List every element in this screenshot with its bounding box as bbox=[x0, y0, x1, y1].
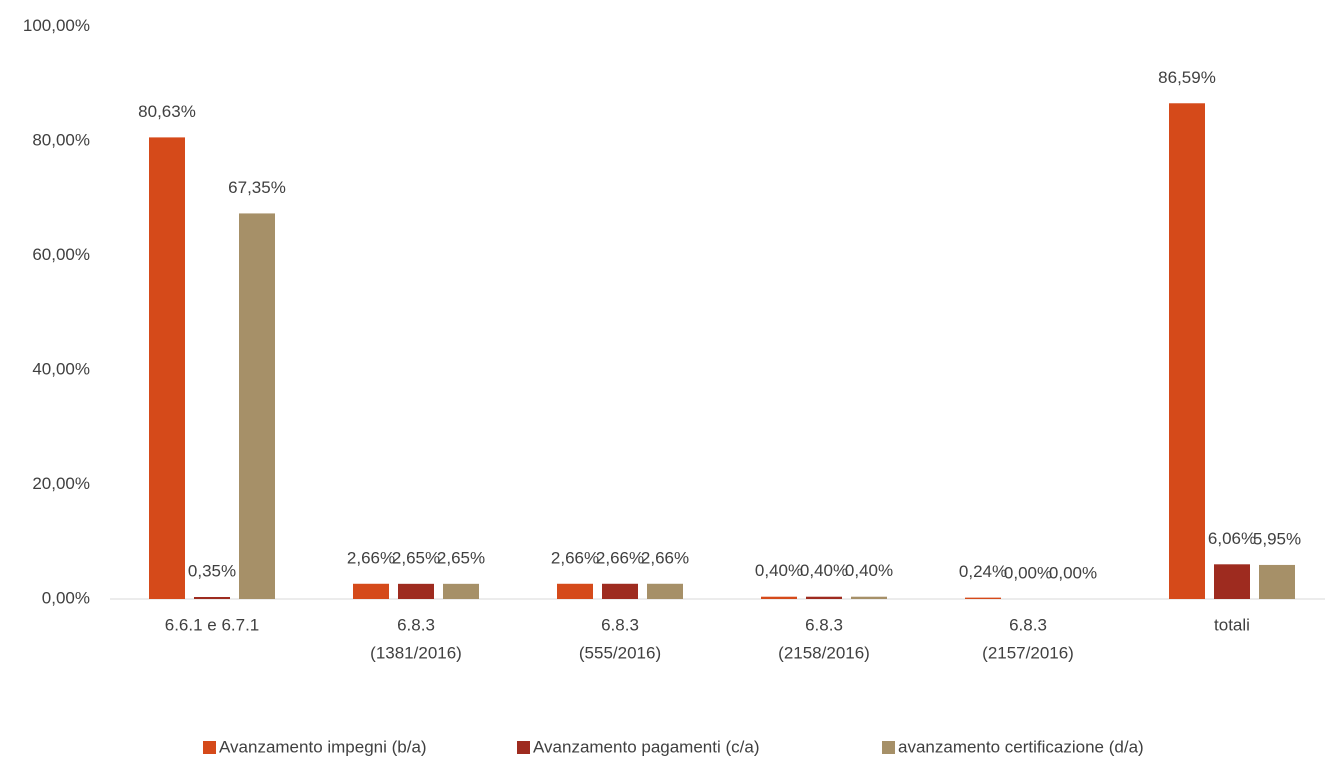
bar bbox=[965, 597, 1001, 599]
bar bbox=[557, 583, 593, 599]
value-label: 0,00% bbox=[1049, 563, 1097, 582]
bar bbox=[647, 583, 683, 599]
legend-label: Avanzamento impegni (b/a) bbox=[219, 737, 427, 756]
x-tick-label: 6.8.3 bbox=[1009, 615, 1047, 634]
legend-swatch bbox=[203, 741, 216, 754]
value-label: 2,65% bbox=[392, 548, 440, 567]
y-tick-label: 20,00% bbox=[32, 474, 90, 493]
legend-swatch bbox=[517, 741, 530, 754]
x-tick-label: 6.8.3 bbox=[805, 615, 843, 634]
bar bbox=[353, 583, 389, 599]
x-tick-label: 6.6.1 e 6.7.1 bbox=[165, 615, 260, 634]
value-label: 2,66% bbox=[347, 548, 395, 567]
value-label: 2,66% bbox=[596, 548, 644, 567]
bar bbox=[1259, 564, 1295, 599]
y-tick-label: 60,00% bbox=[32, 245, 90, 264]
value-label: 0,40% bbox=[755, 561, 803, 580]
x-tick-label: (2157/2016) bbox=[982, 643, 1074, 662]
value-label: 67,35% bbox=[228, 178, 286, 197]
bar bbox=[398, 583, 434, 599]
bar bbox=[851, 596, 887, 599]
x-tick-label: totali bbox=[1214, 615, 1250, 634]
value-label: 2,66% bbox=[551, 548, 599, 567]
x-tick-label: (2158/2016) bbox=[778, 643, 870, 662]
bar bbox=[149, 137, 185, 599]
y-tick-label: 80,00% bbox=[32, 130, 90, 149]
x-tick-label: (555/2016) bbox=[579, 643, 661, 662]
bar bbox=[194, 596, 230, 599]
bar bbox=[806, 596, 842, 599]
value-label: 86,59% bbox=[1158, 68, 1216, 87]
x-tick-label: (1381/2016) bbox=[370, 643, 462, 662]
bar bbox=[443, 583, 479, 599]
bar bbox=[761, 596, 797, 599]
x-tick-label: 6.8.3 bbox=[397, 615, 435, 634]
bar bbox=[1214, 564, 1250, 599]
value-label: 0,24% bbox=[959, 562, 1007, 581]
value-label: 6,06% bbox=[1208, 529, 1256, 548]
legend-label: Avanzamento pagamenti (c/a) bbox=[533, 737, 759, 756]
bar bbox=[1169, 103, 1205, 599]
value-label: 0,40% bbox=[800, 561, 848, 580]
value-label: 2,66% bbox=[641, 548, 689, 567]
value-label: 80,63% bbox=[138, 102, 196, 121]
value-label: 0,35% bbox=[188, 561, 236, 580]
value-label: 2,65% bbox=[437, 548, 485, 567]
x-tick-label: 6.8.3 bbox=[601, 615, 639, 634]
value-label: 0,00% bbox=[1004, 563, 1052, 582]
legend-label: avanzamento certificazione (d/a) bbox=[898, 737, 1144, 756]
legend-swatch bbox=[882, 741, 895, 754]
y-tick-label: 0,00% bbox=[42, 588, 90, 607]
value-label: 0,40% bbox=[845, 561, 893, 580]
bar bbox=[602, 583, 638, 599]
y-tick-label: 40,00% bbox=[32, 359, 90, 378]
y-tick-label: 100,00% bbox=[23, 16, 90, 35]
value-label: 5,95% bbox=[1253, 529, 1301, 548]
bar bbox=[239, 213, 275, 599]
